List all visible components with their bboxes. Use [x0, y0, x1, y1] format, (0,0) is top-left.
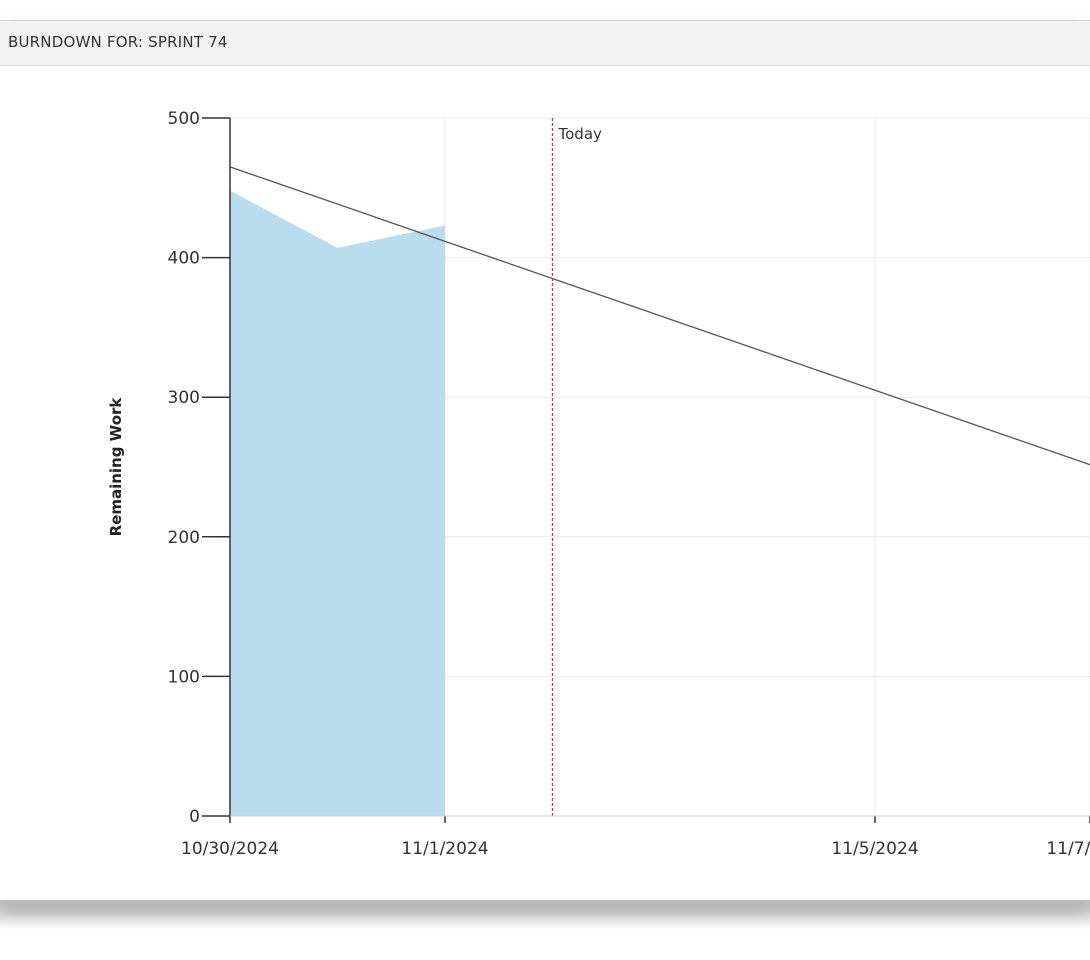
burndown-chart: Today 0 100 200 300 400 500 10/30/2024 11/1/202… — [107, 109, 1090, 859]
x-tick-label-1: 11/1/2024 — [401, 839, 488, 859]
ideal-trend-line — [229, 166, 1090, 466]
remaining-work-area-layer — [230, 190, 445, 817]
y-tick-label-500: 500 — [168, 109, 200, 129]
x-tick-label-0: 10/30/2024 — [181, 839, 279, 859]
remaining-work-area — [230, 190, 445, 817]
today-marker-layer: Today — [551, 118, 603, 816]
y-axis-title: Remaining Work — [107, 397, 125, 537]
panel-header: BURNDOWN FOR: SPRINT 74 — [0, 21, 1090, 66]
y-tick-label-400: 400 — [168, 249, 200, 269]
today-label: Today — [558, 125, 603, 143]
y-tick-label-0: 0 — [189, 807, 200, 827]
axis-layer: 0 100 200 300 400 500 10/30/2024 11/1/2024 11/5/… — [168, 109, 1090, 859]
x-tick-label-2: 11/5/2024 — [831, 839, 918, 859]
y-tick-label-100: 100 — [168, 667, 200, 687]
y-tick-label-200: 200 — [168, 528, 200, 548]
ideal-trend-line-layer — [229, 166, 1090, 466]
burndown-panel: BURNDOWN FOR: SPRINT 74 — [0, 20, 1090, 901]
y-tick-label-300: 300 — [168, 388, 200, 408]
x-tick-label-3: 11/7/2024 — [1046, 839, 1090, 859]
panel-shadow — [0, 900, 1090, 930]
panel-title: BURNDOWN FOR: SPRINT 74 — [8, 33, 228, 51]
